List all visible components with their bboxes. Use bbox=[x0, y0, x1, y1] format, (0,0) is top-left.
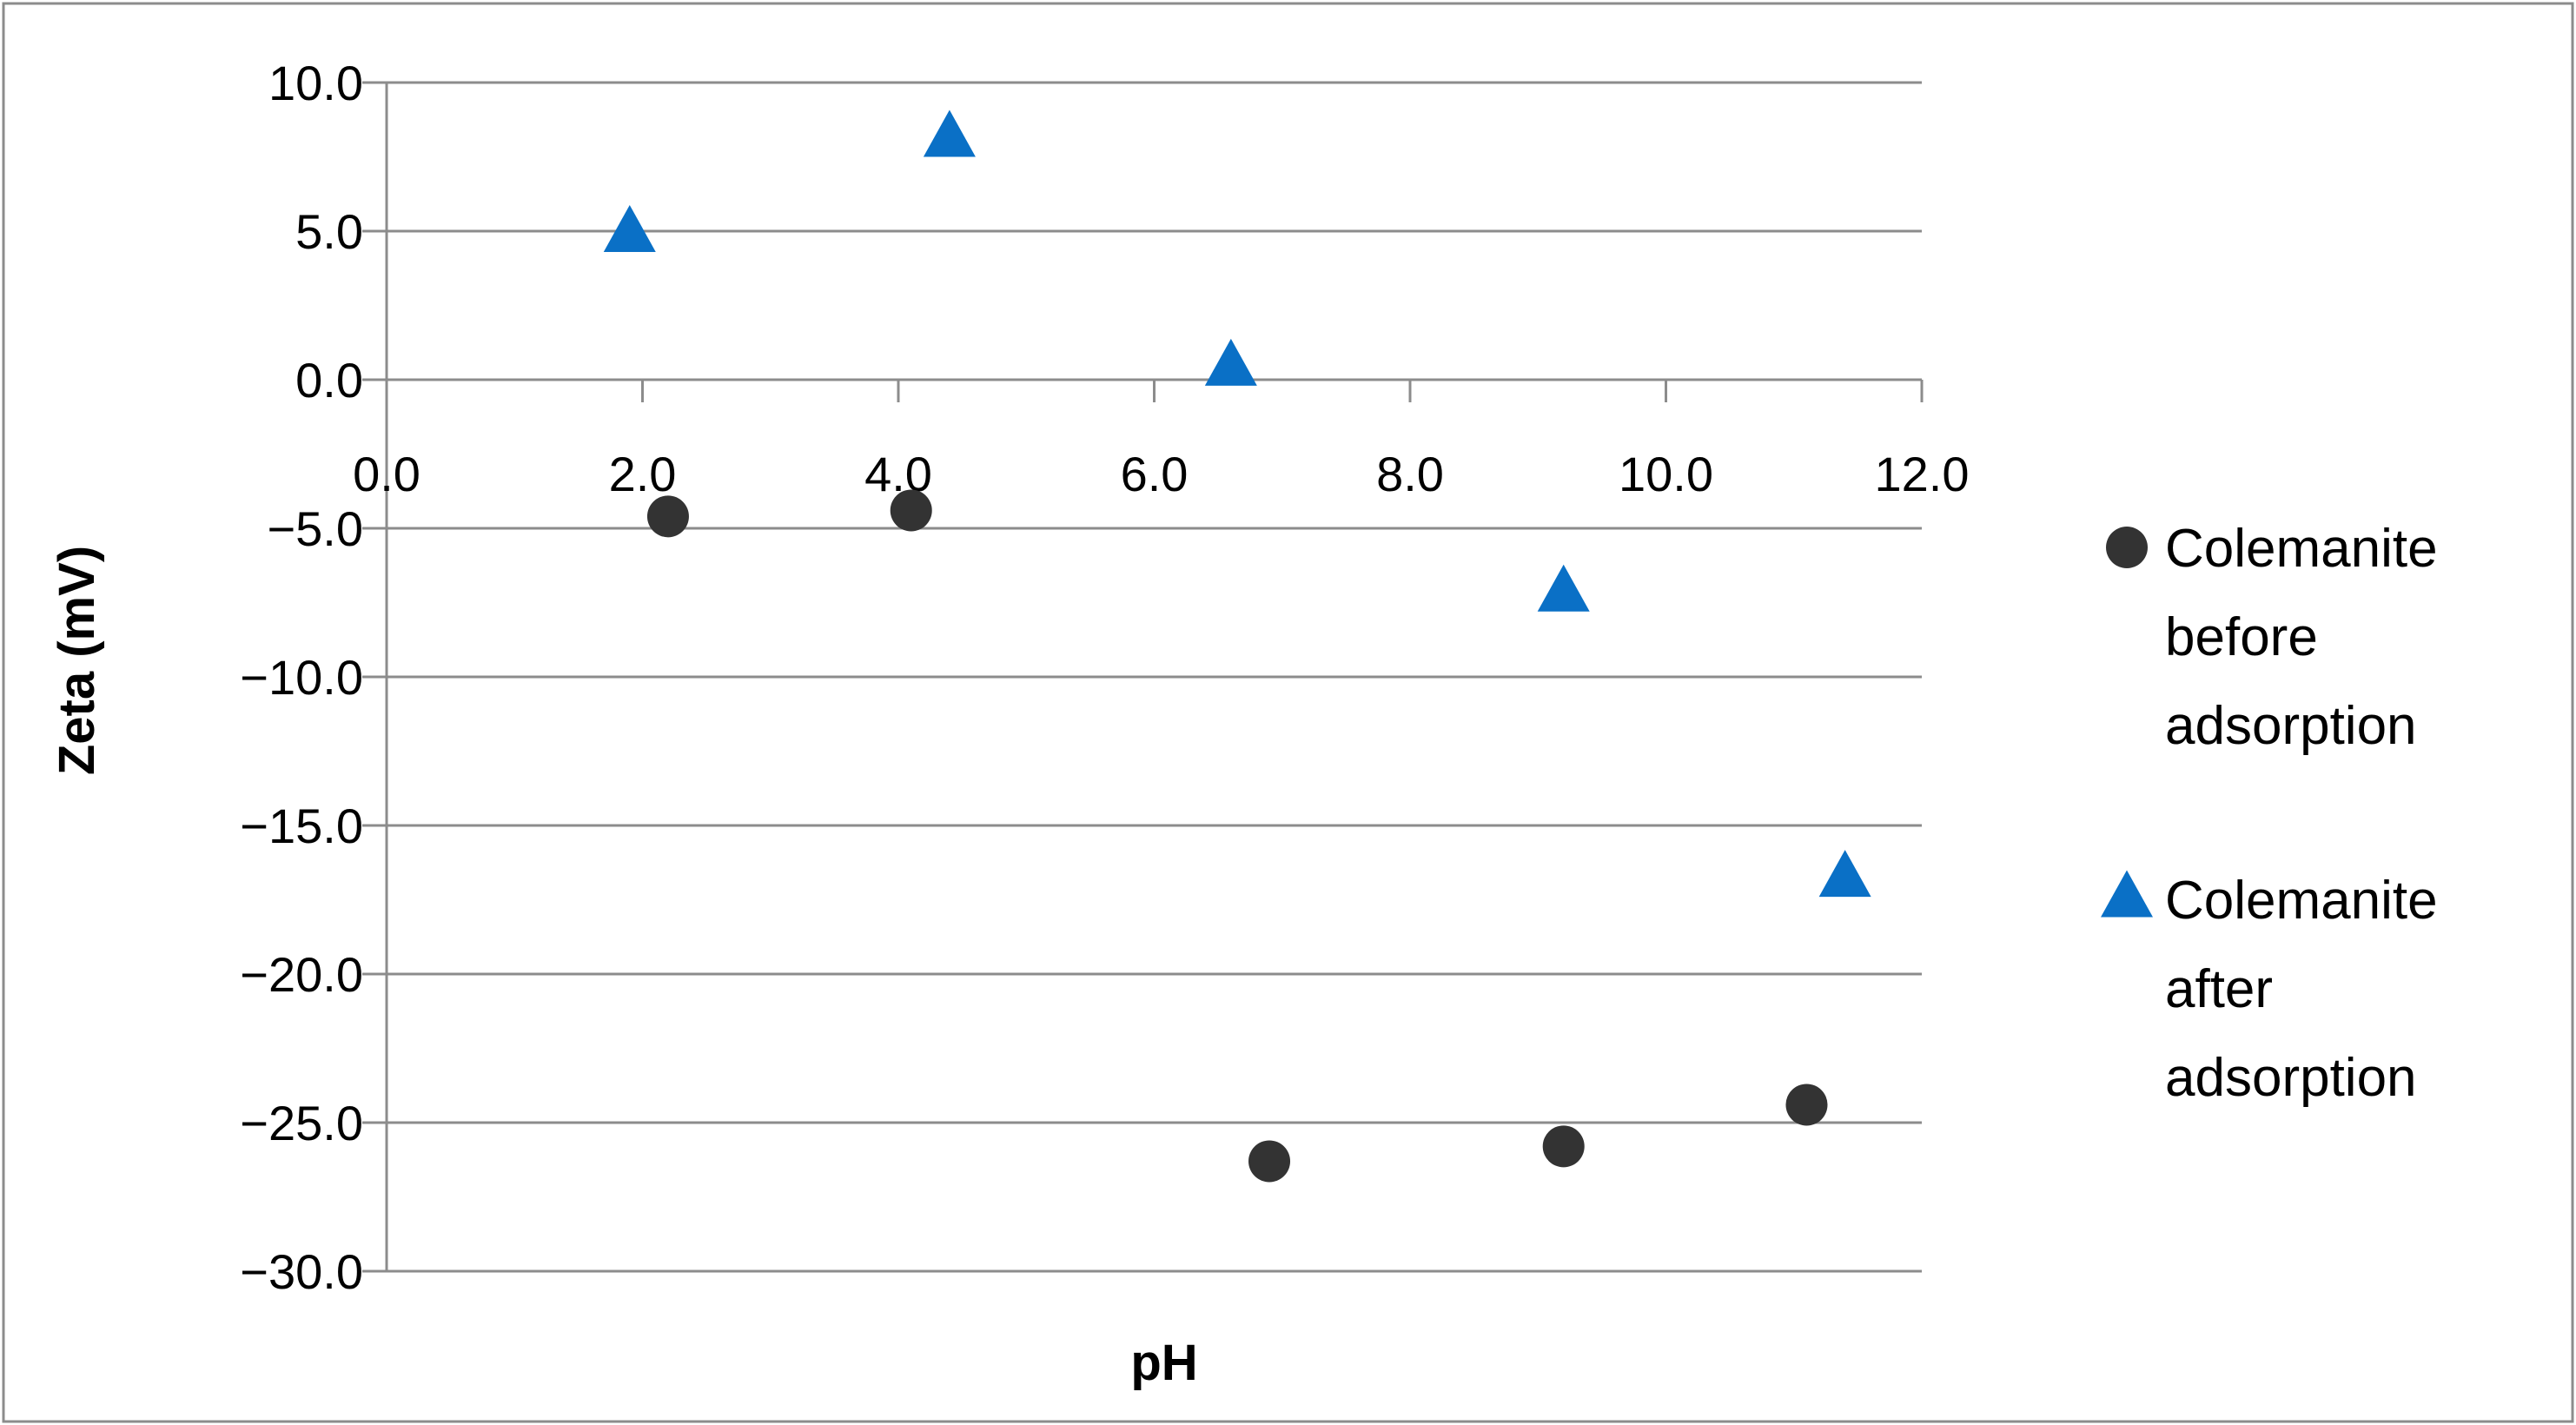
legend-label: Colemanite bbox=[2165, 871, 2438, 931]
legend: Colemanite before adsorption Colemanite afte… bbox=[2101, 519, 2438, 1108]
data-point-triangle bbox=[1204, 338, 1257, 386]
y-tick-label: 10.0 bbox=[268, 56, 363, 110]
data-point-circle bbox=[1248, 1140, 1291, 1183]
data-point-triangle bbox=[1537, 564, 1590, 612]
x-tick-label: 0.0 bbox=[353, 447, 421, 501]
y-tick-label: −10.0 bbox=[240, 650, 363, 705]
tick-labels: 10.05.00.0−5.0−10.0−15.0−20.0−25.0−30.00… bbox=[240, 56, 1969, 1299]
data-point-circle bbox=[890, 489, 932, 532]
y-tick-label: −30.0 bbox=[240, 1244, 363, 1299]
legend-label: Colemanite bbox=[2165, 519, 2438, 579]
data-point-circle bbox=[1785, 1084, 1828, 1126]
y-tick-label: −20.0 bbox=[240, 947, 363, 1002]
y-axis-title: Zeta (mV) bbox=[49, 546, 105, 775]
x-tick-label: 12.0 bbox=[1875, 447, 1970, 501]
axes bbox=[385, 83, 1924, 1271]
legend-entry: Colemanite after adsorption bbox=[2101, 870, 2438, 1108]
legend-label: before bbox=[2165, 607, 2318, 667]
series-2 bbox=[603, 109, 1871, 898]
y-tick-label: −5.0 bbox=[267, 501, 363, 556]
y-tick-label: −15.0 bbox=[240, 799, 363, 853]
series-1 bbox=[646, 489, 1828, 1183]
data-point-circle bbox=[646, 495, 689, 538]
x-tick-label: 2.0 bbox=[609, 447, 677, 501]
legend-label: adsorption bbox=[2165, 1048, 2417, 1108]
legend-marker-triangle bbox=[2101, 870, 2153, 918]
legend-marker-circle bbox=[2106, 527, 2148, 568]
x-tick-label: 6.0 bbox=[1121, 447, 1189, 501]
x-tick-label: 10.0 bbox=[1619, 447, 1713, 501]
data-points bbox=[603, 109, 1871, 1183]
legend-label: adsorption bbox=[2165, 696, 2417, 756]
data-point-circle bbox=[1542, 1125, 1585, 1168]
y-tick-label: 5.0 bbox=[295, 204, 363, 259]
legend-entry: Colemanite before adsorption bbox=[2106, 519, 2438, 756]
x-axis-title: pH bbox=[1130, 1335, 1197, 1391]
data-point-triangle bbox=[603, 204, 656, 252]
x-tick-label: 8.0 bbox=[1376, 447, 1444, 501]
y-tick-label: −25.0 bbox=[240, 1096, 363, 1150]
legend-label: after bbox=[2165, 959, 2273, 1019]
y-tick-label: 0.0 bbox=[295, 353, 363, 408]
data-point-triangle bbox=[1818, 850, 1871, 898]
data-point-triangle bbox=[923, 109, 976, 157]
